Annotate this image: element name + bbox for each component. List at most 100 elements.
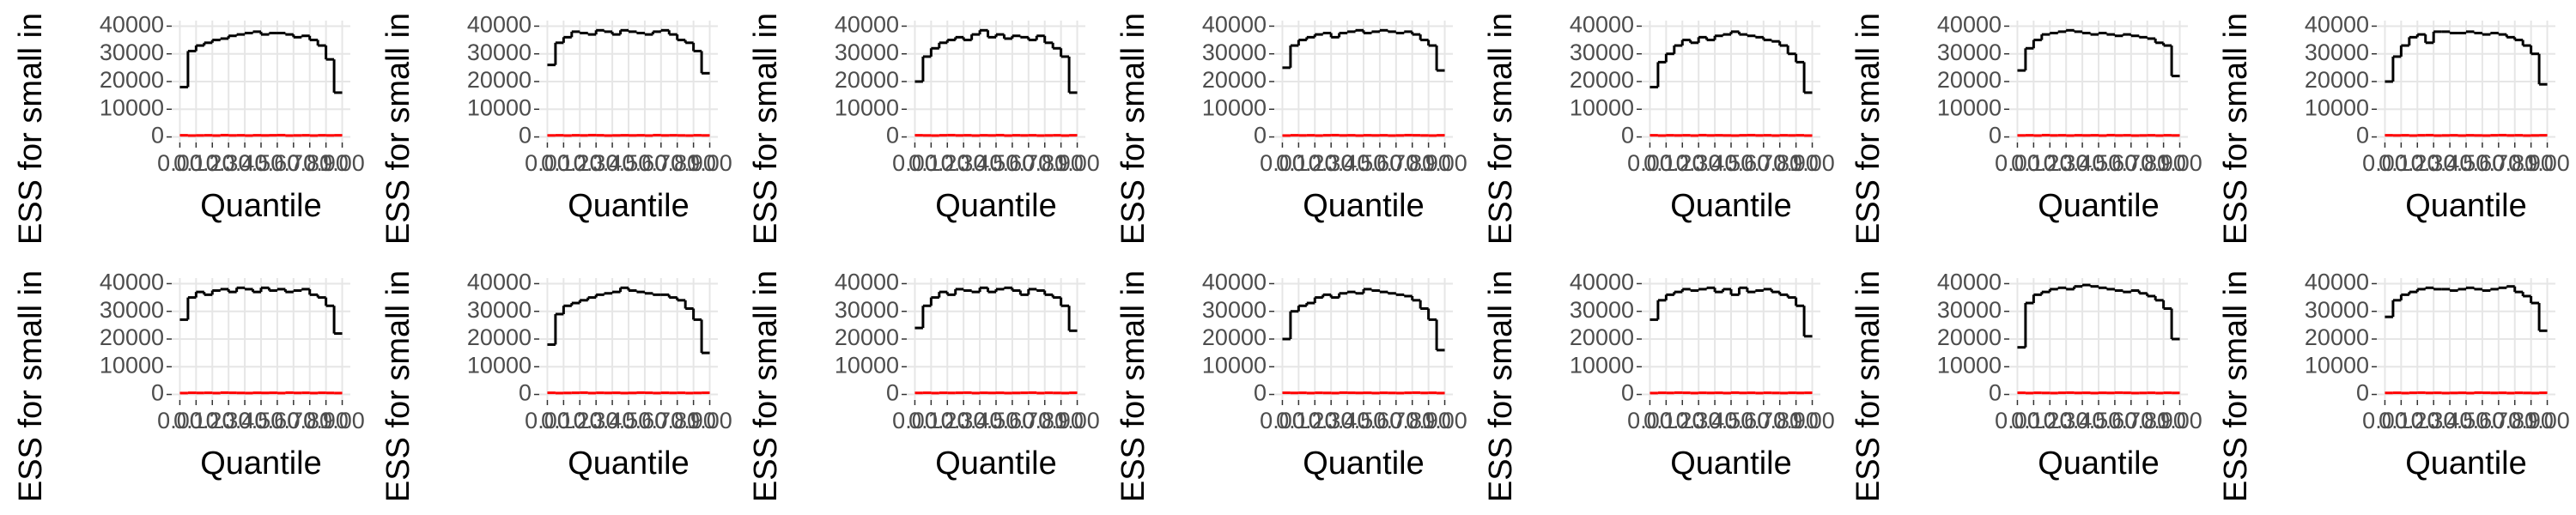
x-tick-label: 0.50 (1341, 150, 1387, 176)
x-tick-label: 0.70 (1374, 408, 1419, 433)
y-tick-label: 40000 (835, 12, 899, 38)
x-axis-title: Quantile (1303, 445, 1425, 482)
chart-panel: 0100002000030000400000.000.100.200.300.4… (1115, 12, 1467, 245)
x-tick-label: 0.90 (671, 408, 716, 433)
chart-panel: 0100002000030000400000.000.100.200.300.4… (13, 12, 365, 245)
x-tick-label: 0.30 (1676, 150, 1722, 176)
x-tick-label: 0.40 (2427, 408, 2473, 433)
x-tick-label: 0.10 (173, 408, 219, 433)
y-tick-label: 20000 (1570, 324, 1634, 350)
x-tick-label: 0.70 (1006, 150, 1052, 176)
y-axis-title: ESS for small in (2218, 270, 2254, 502)
x-tick-label: 0.00 (1627, 150, 1673, 176)
y-axis-title: ESS for small in (1483, 270, 1519, 502)
x-tick-label: 0.90 (1406, 408, 1451, 433)
x-tick-label: 0.10 (908, 150, 954, 176)
x-tick-label: 1.00 (2157, 408, 2202, 433)
x-tick-label: 0.60 (2460, 408, 2506, 433)
y-tick-label: 10000 (835, 352, 899, 378)
y-tick-label: 30000 (467, 39, 532, 65)
x-tick-label: 0.50 (2076, 408, 2122, 433)
x-tick-label: 0.00 (525, 150, 570, 176)
y-tick-label: 20000 (1202, 324, 1267, 350)
y-tick-label: 40000 (1570, 270, 1634, 295)
x-tick-label: 0.20 (2027, 408, 2073, 433)
x-tick-label: 0.00 (1627, 408, 1673, 433)
y-axis-title: ESS for small in (13, 13, 49, 245)
y-tick-label: 10000 (100, 94, 164, 120)
x-tick-label: 0.60 (1358, 408, 1403, 433)
x-tick-label: 0.50 (974, 408, 1019, 433)
x-tick-label: 0.00 (1995, 150, 2040, 176)
x-tick-label: 0.50 (1709, 408, 1754, 433)
x-tick-label: 0.90 (1773, 150, 1819, 176)
x-tick-label: 0.40 (222, 150, 268, 176)
x-tick-label: 0.20 (557, 408, 603, 433)
x-tick-label: 0.50 (1341, 408, 1387, 433)
x-tick-label: 1.00 (1789, 150, 1835, 176)
x-tick-label: 0.60 (1358, 150, 1403, 176)
x-tick-label: 0.40 (1325, 408, 1370, 433)
x-tick-label: 0.40 (2060, 150, 2105, 176)
x-tick-label: 0.10 (1276, 150, 1321, 176)
y-tick-label: 0 (1621, 123, 1634, 148)
x-tick-label: 0.60 (2093, 408, 2138, 433)
x-tick-label: 0.80 (1022, 150, 1067, 176)
y-tick-label: 10000 (835, 94, 899, 120)
x-tick-label: 0.30 (941, 150, 987, 176)
y-tick-label: 20000 (467, 67, 532, 93)
x-tick-label: 0.50 (239, 150, 284, 176)
x-tick-label: 0.10 (2379, 408, 2424, 433)
y-tick-label: 20000 (467, 324, 532, 350)
x-axis-title: Quantile (2405, 445, 2527, 482)
x-tick-label: 0.40 (590, 408, 635, 433)
x-tick-label: 0.30 (574, 150, 619, 176)
x-tick-label: 0.10 (908, 408, 954, 433)
y-tick-label: 40000 (100, 12, 164, 38)
y-tick-label: 30000 (100, 297, 164, 323)
x-tick-label: 0.80 (287, 408, 332, 433)
y-axis-title: ESS for small in (748, 13, 784, 245)
x-tick-label: 0.30 (941, 408, 987, 433)
x-tick-label: 0.70 (2476, 408, 2522, 433)
x-tick-label: 1.00 (687, 150, 732, 176)
y-tick-label: 0 (1254, 123, 1267, 148)
x-tick-label: 0.90 (671, 150, 716, 176)
x-tick-label: 0.20 (1292, 150, 1338, 176)
x-tick-label: 0.10 (1643, 408, 1689, 433)
y-tick-label: 30000 (1937, 297, 2002, 323)
x-tick-label: 0.70 (1374, 150, 1419, 176)
x-tick-label: 0.10 (541, 408, 586, 433)
x-tick-label: 0.00 (1260, 408, 1305, 433)
x-tick-label: 0.90 (1773, 408, 1819, 433)
y-tick-label: 0 (1254, 380, 1267, 406)
y-axis-title: ESS for small in (13, 270, 49, 502)
x-tick-label: 0.20 (190, 408, 235, 433)
y-tick-label: 30000 (1202, 39, 1267, 65)
y-tick-label: 0 (886, 123, 899, 148)
x-tick-label: 0.30 (206, 408, 252, 433)
x-tick-label: 0.50 (2444, 408, 2489, 433)
x-axis-title: Quantile (200, 188, 322, 224)
y-tick-label: 0 (1621, 380, 1634, 406)
y-tick-label: 10000 (2305, 352, 2369, 378)
y-tick-label: 0 (2356, 380, 2369, 406)
y-tick-label: 40000 (467, 270, 532, 295)
x-tick-label: 0.90 (2141, 150, 2186, 176)
x-tick-label: 0.80 (2492, 408, 2537, 433)
x-tick-label: 0.50 (2076, 150, 2122, 176)
x-tick-label: 0.40 (957, 150, 1003, 176)
x-tick-label: 0.00 (1260, 150, 1305, 176)
x-tick-label: 0.70 (1006, 408, 1052, 433)
chart-panel: 0100002000030000400000.000.100.200.300.4… (1115, 270, 1467, 503)
x-tick-label: 0.90 (1038, 150, 1084, 176)
y-tick-label: 30000 (100, 39, 164, 65)
x-tick-label: 0.10 (541, 150, 586, 176)
x-axis-title: Quantile (200, 445, 322, 482)
x-tick-label: 0.00 (2362, 150, 2408, 176)
x-tick-label: 0.70 (639, 150, 684, 176)
x-tick-label: 0.60 (623, 150, 668, 176)
x-tick-label: 0.40 (1325, 150, 1370, 176)
x-tick-label: 0.80 (1022, 408, 1067, 433)
y-tick-label: 10000 (467, 94, 532, 120)
